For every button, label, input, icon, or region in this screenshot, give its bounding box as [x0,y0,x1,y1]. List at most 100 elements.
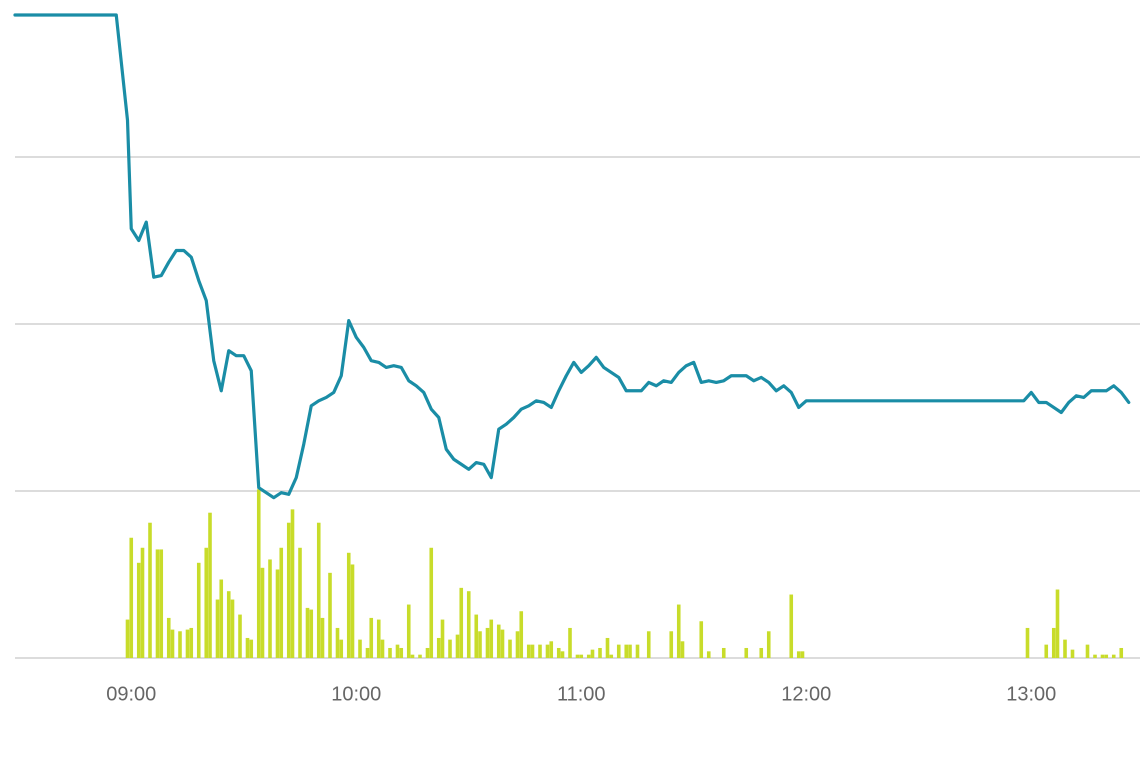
bar [410,654,415,658]
bar [646,631,651,658]
bar [568,627,572,658]
bar [549,641,554,658]
bar [178,631,182,658]
bar [185,629,190,658]
bar [268,559,272,658]
bar [496,624,501,658]
bar [519,611,524,658]
bar [635,644,640,658]
bar [579,654,584,658]
bar [339,639,344,658]
bar [226,591,231,658]
bar [1111,654,1116,658]
bar [706,651,711,658]
bar [545,644,550,658]
bar [1063,639,1067,658]
bar [140,547,145,658]
bar [316,522,321,658]
bar [245,637,250,658]
bar [766,631,771,658]
bar [575,654,580,658]
bar [256,489,261,658]
bar [466,591,471,658]
bar [380,639,385,658]
bar [448,639,452,658]
bar [1104,654,1109,658]
bar [500,629,505,658]
bar [586,654,591,658]
bar [399,647,404,658]
bar [388,647,392,658]
bar [376,619,381,658]
bar [474,614,479,658]
bar [560,651,565,658]
bar [1119,647,1124,658]
bar [489,619,494,658]
bar [669,631,674,658]
bar [369,617,374,658]
bar [796,651,801,658]
bar [1093,654,1097,658]
bar [346,552,351,658]
bar [196,562,201,658]
bar [148,522,152,658]
bar [204,547,209,658]
bar [478,631,482,658]
bar [238,614,242,658]
bar [358,639,362,658]
bar [350,564,355,658]
bar [189,627,194,658]
bar [215,599,220,658]
bar [800,651,805,658]
bar [1055,589,1060,658]
bar [721,647,726,658]
bar [249,639,254,658]
bar [125,619,130,658]
bar [320,617,325,658]
x-tick-label: 09:00 [106,683,156,705]
bar [699,621,704,658]
bar [485,627,490,658]
bar [425,647,430,658]
bar [230,599,235,658]
bar [260,567,265,658]
bar [365,647,370,658]
x-tick-label: 12:00 [781,683,831,705]
bar [136,562,141,658]
bar [526,644,531,658]
bar [515,631,520,658]
bar [676,604,681,658]
bar [155,549,160,658]
bar [298,547,302,658]
bar [1100,654,1105,658]
bar [1085,644,1090,658]
x-tick-label: 11:00 [557,683,606,705]
x-tick-label: 10:00 [331,683,381,705]
bar [744,647,749,658]
bar [538,644,542,658]
bar [208,512,212,658]
bar [279,547,284,658]
bar [1051,627,1056,658]
bar [159,549,164,658]
bar [556,647,561,658]
bar [166,617,171,658]
bar [508,639,512,658]
bar [129,537,134,658]
bar [395,644,400,658]
bar [598,647,602,658]
bar [328,572,332,658]
bar [616,644,621,658]
bar [275,569,280,658]
bar [436,637,441,658]
bar [680,641,685,658]
bar [406,604,411,658]
bar [219,579,224,658]
bar [440,619,445,658]
bar [459,587,464,658]
bar [609,654,614,658]
bar [429,547,434,658]
bar [628,644,632,658]
